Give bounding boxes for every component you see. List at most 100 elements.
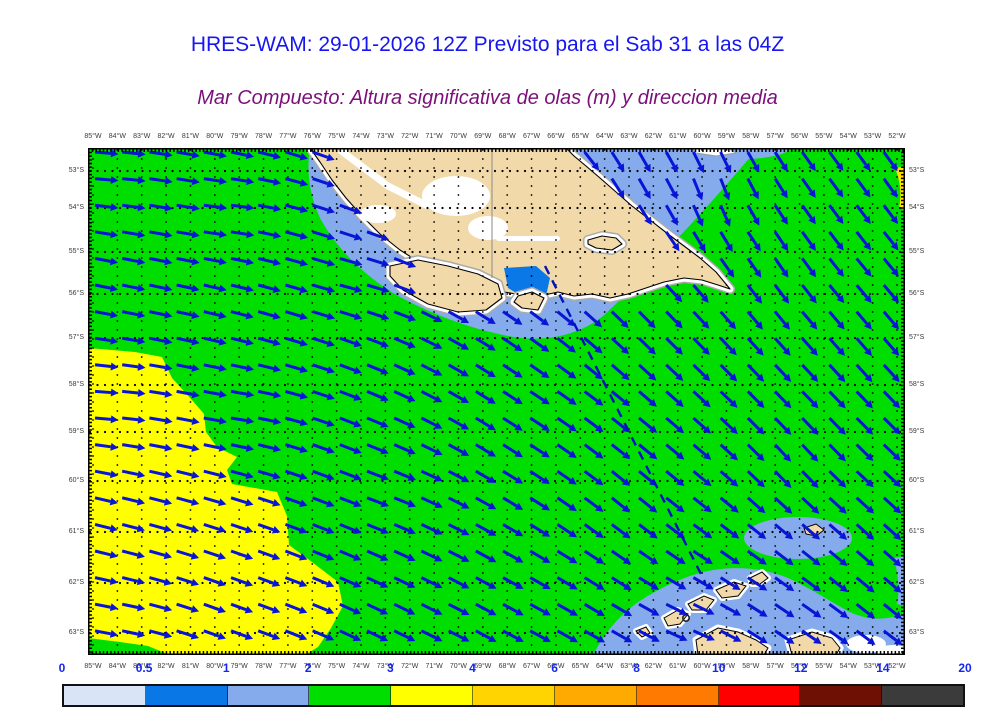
grid-dot: [725, 311, 728, 313]
wave-arrow-head: [540, 344, 550, 352]
grid-dot: [313, 479, 317, 483]
grid-dot: [262, 194, 265, 196]
wave-arrow-head: [461, 528, 470, 536]
grid-dot: [426, 206, 429, 210]
wave-arrow-shaft: [94, 363, 112, 369]
grid-dot: [366, 430, 369, 434]
grid-dot: [140, 410, 143, 412]
grid-dot: [411, 250, 414, 254]
grid-dot: [613, 206, 617, 210]
grid-dot: [306, 383, 309, 387]
grid-dot: [749, 644, 752, 646]
grid-dot: [216, 430, 219, 434]
grid-dot: [579, 554, 582, 556]
grid-dot: [774, 248, 777, 250]
grid-dot: [871, 428, 874, 430]
grid-dot: [628, 419, 630, 421]
wave-arrow-shaft: [801, 496, 815, 510]
grid-dot: [408, 356, 411, 358]
wave-arrow-shaft: [746, 390, 761, 404]
grid-dot: [798, 383, 801, 385]
wave-arrow-head: [137, 388, 146, 397]
wave-arrow-shaft: [855, 337, 869, 352]
grid-dot: [741, 530, 744, 534]
grid-dot: [360, 482, 362, 484]
grid-dot: [846, 581, 849, 585]
wave-arrow-shaft: [529, 443, 545, 455]
grid-dot: [306, 206, 309, 210]
wave-arrow-shaft: [149, 416, 166, 423]
grid-dot: [725, 401, 728, 403]
grid-dot: [823, 428, 825, 430]
colorbar-segment: [473, 686, 555, 705]
grid-dot: [868, 530, 872, 534]
grid-dot: [478, 383, 482, 387]
grid-dot: [876, 581, 879, 585]
grid-dot: [360, 275, 362, 277]
grid-dot: [621, 292, 624, 296]
wave-arrow-head: [893, 532, 902, 541]
grid-dot: [774, 176, 777, 178]
grid-dot: [238, 599, 241, 601]
grid-dot: [847, 626, 850, 628]
wave-arrow-head: [757, 531, 767, 540]
wave-arrow-shaft: [882, 603, 898, 616]
colorbar-label: 1: [222, 661, 230, 675]
grid-dot: [676, 419, 679, 421]
grid-dot: [384, 311, 387, 313]
grid-dot: [366, 206, 369, 210]
grid-dot: [268, 479, 272, 483]
grid-dot: [116, 293, 119, 295]
grid-dot: [701, 518, 703, 520]
wave-arrow-head: [813, 610, 822, 618]
grid-dot: [838, 206, 842, 210]
wave-arrow-shaft: [746, 257, 759, 273]
grid-dot: [408, 410, 411, 412]
grid-dot: [763, 250, 767, 254]
grid-dot: [311, 203, 314, 205]
grid-dot: [701, 464, 703, 466]
lon-label-top: 71°W: [425, 133, 443, 140]
grid-dot: [111, 430, 114, 434]
wave-arrow-shaft: [312, 389, 329, 398]
grid-dot: [628, 383, 632, 387]
grid-dot: [749, 536, 752, 538]
grid-dot: [652, 554, 655, 556]
grid-dot: [373, 530, 377, 534]
wave-arrow-head: [674, 346, 683, 355]
lat-label-left: 62°S: [68, 579, 84, 586]
grid-dot: [506, 464, 509, 466]
grid-dot: [140, 194, 143, 196]
grid-dot: [262, 437, 265, 439]
wave-arrow-head: [137, 362, 146, 371]
grid-dot: [725, 446, 728, 448]
grid-dot: [287, 221, 289, 223]
wave-arrow-shaft: [746, 416, 761, 431]
grid-dot: [725, 428, 728, 430]
grid-dot: [652, 266, 655, 268]
grid-dot: [701, 419, 703, 421]
grid-dot: [268, 430, 272, 434]
wave-arrow-shaft: [855, 470, 870, 484]
colorbar-label: 12: [794, 661, 808, 675]
lon-label-top: 63°W: [620, 133, 638, 140]
grid-dot: [701, 284, 703, 286]
wave-arrow-shaft: [393, 390, 410, 400]
lon-label-top: 84°W: [108, 133, 126, 140]
grid-dot: [871, 374, 874, 376]
grid-dot: [603, 158, 606, 160]
wave-arrow-head: [810, 426, 819, 435]
grid-dot: [481, 482, 484, 484]
wave-arrow-shaft: [855, 549, 870, 563]
grid-dot: [335, 257, 338, 259]
grid-dot: [231, 383, 234, 387]
grid-dot: [676, 626, 679, 628]
wave-arrow-shaft: [312, 496, 329, 505]
grid-dot: [216, 631, 219, 635]
grid-dot: [165, 185, 167, 187]
wave-arrow-head: [808, 189, 816, 198]
wave-arrow-head: [191, 364, 200, 372]
grid-dot: [676, 266, 679, 268]
wave-arrow-shaft: [122, 363, 139, 369]
wave-arrow-shaft: [203, 283, 220, 290]
